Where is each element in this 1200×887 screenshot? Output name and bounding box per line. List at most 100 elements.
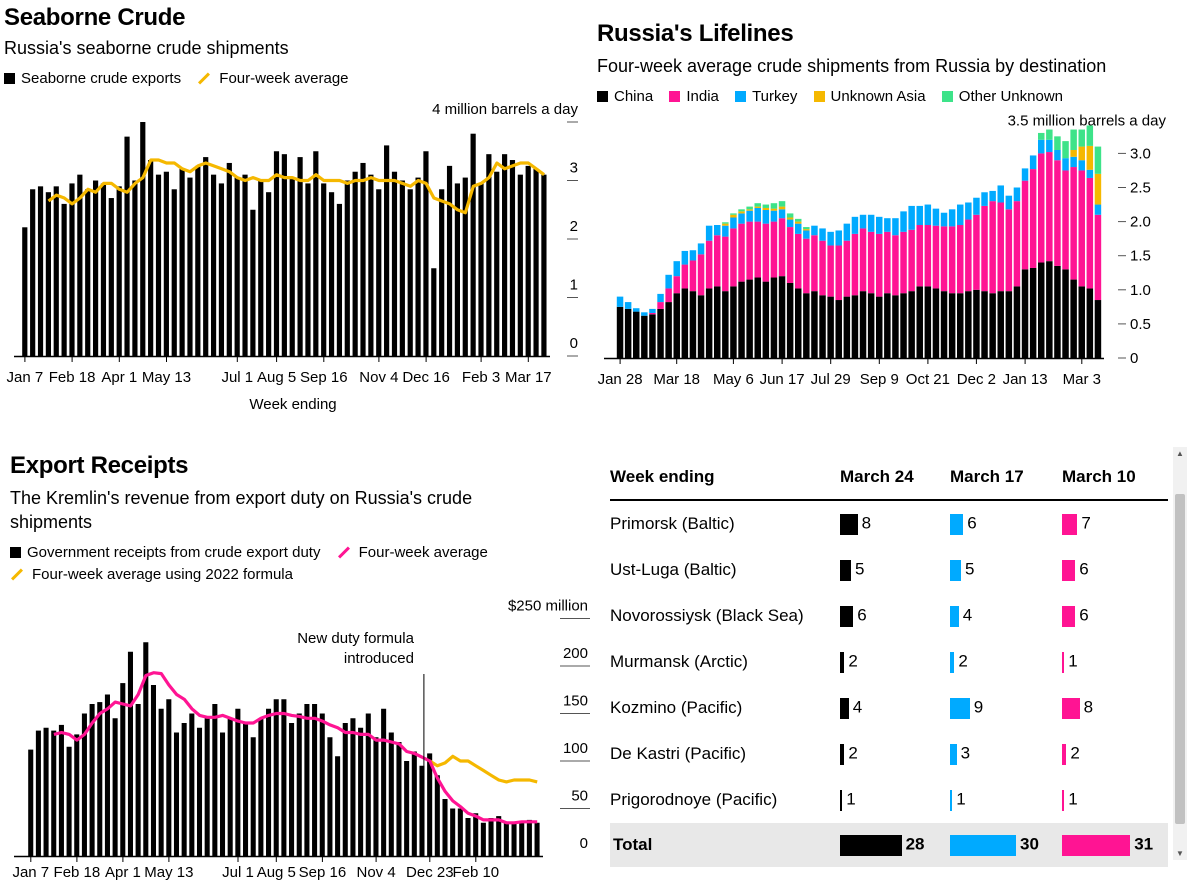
cell-number: 9 — [973, 698, 984, 717]
bar-receipts — [457, 808, 463, 856]
column-header-week: Week ending — [610, 455, 840, 501]
total-label: Total — [610, 823, 840, 867]
table-cell-value: 6 — [950, 500, 1062, 547]
table-row: De Kastri (Pacific) 2 3 2 — [610, 731, 1168, 777]
bar-receipts — [189, 713, 195, 856]
table-cell-value: 8 — [1062, 685, 1168, 731]
bar-india — [932, 225, 940, 289]
legend-item-receipts: Government receipts from crude export du… — [10, 542, 320, 564]
legend-label: Four-week average — [219, 70, 349, 87]
bar-turkey — [892, 218, 899, 236]
bar-receipts — [150, 685, 157, 856]
x-tick-label: May 6 — [713, 371, 754, 388]
bar-receipts — [166, 699, 172, 856]
table-cell-value: 9 — [950, 685, 1062, 731]
bar-receipts — [235, 708, 241, 856]
table-cell-value: 6 — [840, 593, 950, 639]
x-tick-label: Jan 7 — [12, 864, 49, 881]
bar-other-unknown — [722, 222, 729, 224]
bar-china — [616, 306, 624, 358]
cell-number: 4 — [962, 606, 973, 625]
bar-exports — [218, 183, 225, 356]
bar-unknown-asia — [803, 229, 810, 231]
legend-item-turkey: Turkey — [735, 86, 797, 108]
bar-unknown-asia — [1078, 146, 1085, 161]
x-tick-label: Jul 29 — [811, 371, 851, 388]
bar-receipts — [342, 723, 348, 856]
table-cell-value: 5 — [840, 547, 950, 593]
bar-receipts — [51, 730, 57, 856]
legend-label: China — [614, 88, 654, 105]
bar-unknown-asia — [730, 214, 737, 218]
bar-china — [835, 300, 842, 358]
bar-receipts — [250, 737, 256, 856]
bar-china — [908, 291, 915, 358]
y-tick-label: 0 — [570, 335, 578, 352]
bar-india — [657, 302, 664, 309]
cell-number: 8 — [1083, 698, 1094, 717]
bar-china — [1086, 288, 1094, 358]
bar-receipts — [28, 749, 34, 856]
bar-china — [1094, 300, 1102, 358]
bar-india — [1094, 214, 1102, 301]
cell-number: 2 — [848, 652, 858, 671]
cell-bar — [950, 513, 964, 535]
bar-china — [681, 288, 689, 358]
bar-india — [851, 233, 859, 296]
bar-exports — [132, 180, 138, 356]
scroll-up-icon[interactable]: ▲ — [1176, 449, 1184, 458]
legend-label: Turkey — [752, 88, 798, 105]
cell-bar — [950, 651, 955, 673]
bar-turkey — [624, 302, 632, 309]
bar-receipts — [434, 775, 440, 856]
cell-bar — [950, 834, 1016, 856]
cell-bar — [1062, 651, 1065, 673]
scrollbar-thumb[interactable] — [1175, 494, 1185, 824]
x-tick-label: Mar 17 — [505, 369, 552, 386]
bar-turkey — [884, 218, 891, 232]
cell-number: 2 — [958, 652, 968, 671]
bar-exports — [352, 171, 358, 356]
bar-india — [892, 235, 899, 296]
bar-exports — [92, 180, 99, 356]
bar-unknown-asia — [1094, 173, 1102, 205]
bar-other-unknown — [1086, 125, 1094, 146]
x-tick-label: Feb 18 — [54, 864, 101, 881]
table-scrollbar[interactable]: ▲ ▼ — [1173, 447, 1187, 860]
bar-china — [730, 286, 737, 358]
bar-turkey — [1038, 139, 1045, 154]
bar-china — [997, 291, 1004, 358]
bar-receipts — [212, 704, 218, 856]
bar-receipts — [503, 822, 509, 856]
bar-turkey — [1094, 204, 1102, 215]
bar-receipts — [74, 734, 80, 856]
bar-turkey — [746, 210, 753, 222]
bar-china — [1062, 269, 1069, 358]
bar-other-unknown — [738, 209, 745, 212]
bar-china — [778, 276, 786, 358]
bar-receipts — [388, 732, 394, 856]
scroll-down-icon[interactable]: ▼ — [1176, 849, 1184, 858]
cell-number: 8 — [861, 514, 872, 533]
bar-india — [1013, 201, 1021, 287]
bar-receipts — [450, 808, 456, 856]
bar-china — [900, 293, 907, 358]
y-tick-label: 50 — [571, 788, 588, 805]
bar-india — [859, 228, 867, 292]
bar-india — [867, 231, 875, 294]
bar-turkey — [973, 197, 980, 215]
bar-receipts — [480, 822, 486, 856]
bar-exports — [85, 189, 91, 356]
seaborne-panel: Seaborne Crude Russia's seaborne crude s… — [4, 4, 584, 90]
port-name: Primorsk (Baltic) — [610, 514, 735, 533]
bar-turkey — [705, 225, 713, 241]
bar-india — [843, 240, 851, 297]
bar-india — [722, 236, 729, 292]
legend-label: Government receipts from crude export du… — [27, 544, 321, 561]
cell-bar — [840, 789, 843, 811]
bar-exports — [415, 177, 421, 356]
bar-exports — [108, 198, 114, 356]
bar-receipts — [534, 822, 540, 856]
bar-india — [1021, 180, 1029, 270]
port-name: Murmansk (Arctic) — [610, 652, 748, 671]
